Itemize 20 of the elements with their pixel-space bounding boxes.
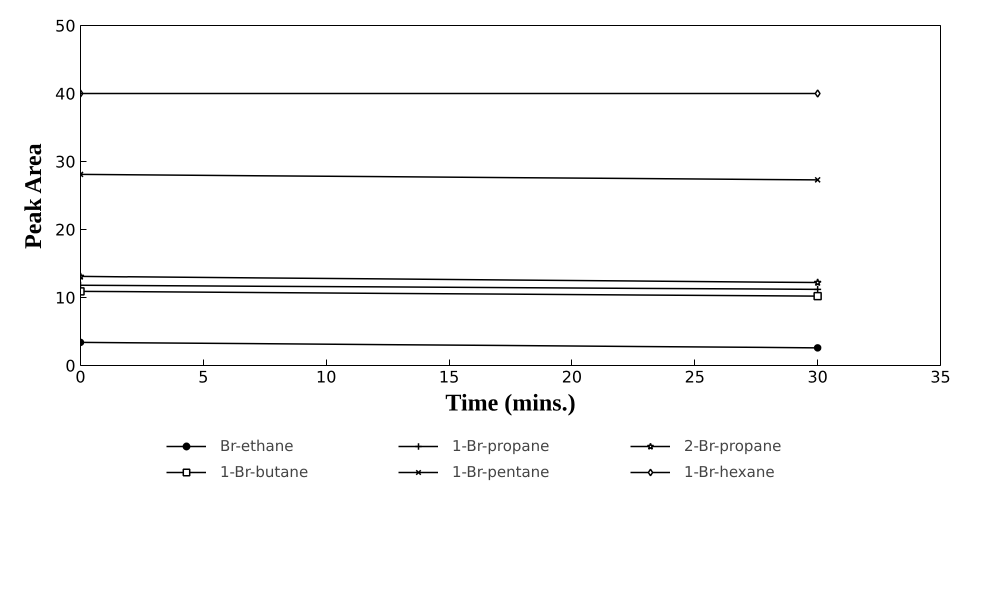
x-tick-label: 15 <box>438 368 460 386</box>
x-axis-title: Time (mins.) <box>445 390 576 416</box>
legend-label: 2-Br-propane <box>684 437 782 455</box>
x-tick-label: 10 <box>316 368 336 386</box>
y-tick-label: 20 <box>55 220 76 240</box>
x-tick-label: 5 <box>198 368 208 386</box>
legend-label: 1-Br-pentane <box>452 463 550 481</box>
y-axis-title: Peak Area <box>21 143 48 249</box>
y-tick-label: 50 <box>55 16 76 36</box>
y-tick-label: 10 <box>55 288 76 308</box>
x-tick-label: 25 <box>684 368 705 386</box>
legend-label: 1-Br-propane <box>452 437 550 455</box>
legend-label: 1-Br-butane <box>220 463 310 481</box>
x-tick-label: 30 <box>807 368 828 386</box>
legend-label: Br-ethane <box>220 437 294 455</box>
x-tick-label: 20 <box>562 368 582 386</box>
y-tick-label: 30 <box>55 152 76 172</box>
x-tick-label: 35 <box>930 368 951 386</box>
legend-label: 1-Br-hexane <box>684 463 776 481</box>
y-tick-label: 40 <box>55 84 76 104</box>
